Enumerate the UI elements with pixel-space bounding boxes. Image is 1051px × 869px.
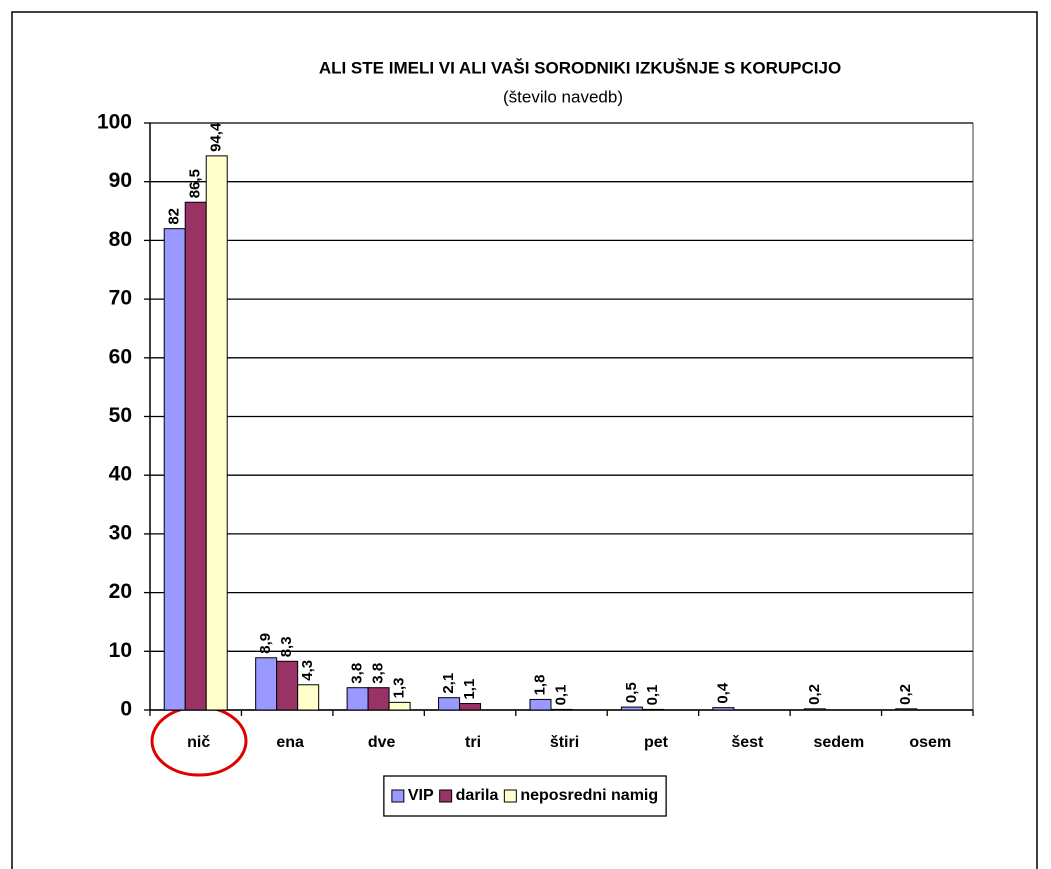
- bar: [163, 228, 186, 711]
- value-label: 3,8: [370, 663, 387, 684]
- value-label: 4,3: [299, 660, 316, 681]
- value-label: 0,2: [806, 684, 823, 705]
- y-tick-label: 20: [109, 580, 132, 603]
- legend-swatch: [503, 789, 517, 803]
- value-label: 0,5: [623, 682, 640, 703]
- value-label: 8,9: [257, 633, 274, 654]
- value-label: 8,3: [278, 636, 295, 657]
- bar: [184, 201, 207, 711]
- x-tick-label: osem: [909, 734, 951, 751]
- legend-label: VIP: [408, 787, 434, 804]
- bar: [529, 698, 552, 711]
- y-tick-label: 70: [109, 287, 132, 310]
- bar: [255, 657, 278, 711]
- x-tick-label: dve: [368, 734, 396, 751]
- legend-box: [383, 775, 667, 817]
- value-label: 0,4: [714, 682, 731, 704]
- value-label: 0,1: [644, 685, 661, 706]
- x-tick-label: ena: [276, 734, 304, 751]
- bar: [641, 708, 664, 711]
- bar: [803, 708, 826, 711]
- bar: [297, 684, 320, 711]
- legend-label: darila: [456, 787, 499, 804]
- x-tick-label: tri: [465, 734, 481, 751]
- value-label: 94,4: [208, 122, 225, 152]
- bar: [205, 155, 228, 711]
- value-label: 1,1: [461, 679, 478, 700]
- y-tick-label: 30: [109, 521, 132, 544]
- value-label: 1,3: [391, 678, 408, 699]
- value-label: 3,8: [349, 663, 366, 684]
- x-tick-label: štiri: [550, 734, 579, 751]
- bar: [550, 708, 573, 711]
- value-label: 1,8: [531, 675, 548, 696]
- bar: [895, 708, 918, 711]
- y-tick-label: 50: [109, 404, 132, 427]
- bar: [438, 697, 461, 711]
- y-tick-label: 90: [109, 169, 132, 192]
- bar: [712, 707, 735, 711]
- legend-swatch: [391, 789, 405, 803]
- y-tick-label: 60: [109, 345, 132, 368]
- bar: [620, 706, 643, 711]
- y-tick-label: 40: [109, 463, 132, 486]
- y-tick-label: 10: [109, 639, 132, 662]
- value-label: 0,1: [552, 685, 569, 706]
- bar: [388, 701, 411, 711]
- y-tick-label: 100: [97, 111, 132, 134]
- x-tick-label: šest: [731, 734, 764, 751]
- y-tick-label: 0: [120, 698, 132, 721]
- bar: [276, 660, 299, 711]
- legend-swatch: [439, 789, 453, 803]
- x-tick-label: sedem: [813, 734, 864, 751]
- legend-label: neposredni namig: [520, 787, 658, 804]
- value-label: 0,2: [897, 684, 914, 705]
- bar: [459, 703, 482, 711]
- y-tick-label: 80: [109, 228, 132, 251]
- value-label: 2,1: [440, 673, 457, 694]
- value-label: 82: [166, 208, 183, 225]
- bar: [367, 687, 390, 711]
- x-tick-label: nič: [187, 734, 210, 751]
- chart-title: ALI STE IMELI VI ALI VAŠI SORODNIKI IZKU…: [319, 58, 841, 77]
- x-tick-label: pet: [644, 734, 669, 751]
- value-label: 86,5: [187, 169, 204, 198]
- bar: [346, 687, 369, 711]
- chart-subtitle: (število navedb): [503, 87, 623, 106]
